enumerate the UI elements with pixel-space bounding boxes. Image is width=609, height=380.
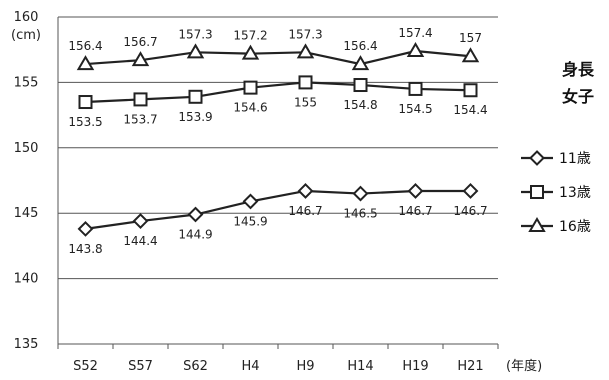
x-tick-label: H4 bbox=[241, 359, 259, 374]
data-point-triangle bbox=[351, 55, 370, 71]
data-point-square bbox=[463, 83, 478, 98]
data-label: 157.3 bbox=[288, 27, 322, 41]
x-tick-label: H14 bbox=[347, 359, 373, 374]
data-label: 154.5 bbox=[398, 102, 432, 116]
data-label: 157.2 bbox=[233, 29, 267, 43]
data-point-square bbox=[188, 89, 203, 104]
legend-label: 13歳 bbox=[559, 185, 591, 201]
x-tick-label: S62 bbox=[183, 359, 208, 374]
y-tick-label: 160 bbox=[14, 10, 39, 25]
data-label: 156.4 bbox=[343, 39, 377, 53]
y-axis-unit-label: (cm) bbox=[11, 28, 41, 43]
legend-marker-square bbox=[530, 185, 544, 199]
x-tick-label: H9 bbox=[296, 359, 314, 374]
data-point-triangle bbox=[296, 43, 315, 59]
data-point-diamond bbox=[407, 183, 424, 199]
x-tick-label: H19 bbox=[402, 359, 428, 374]
data-point-square bbox=[408, 81, 423, 96]
data-point-triangle bbox=[406, 42, 425, 58]
x-axis-unit-label: (年度) bbox=[506, 358, 542, 374]
series-triangle bbox=[76, 42, 480, 71]
series-square bbox=[78, 75, 478, 110]
data-label: 153.5 bbox=[68, 115, 102, 129]
legend-marker-triangle bbox=[528, 217, 546, 232]
data-label: 143.8 bbox=[68, 242, 102, 256]
data-point-triangle bbox=[76, 55, 95, 71]
x-tick-label: H21 bbox=[457, 359, 483, 374]
y-tick-label: 135 bbox=[14, 337, 39, 352]
x-tick-label: S52 bbox=[73, 359, 98, 374]
series-group bbox=[76, 42, 480, 237]
grid-lines bbox=[58, 16, 498, 345]
data-point-triangle bbox=[241, 44, 260, 60]
data-point-diamond bbox=[77, 220, 94, 237]
data-label: 157.3 bbox=[178, 27, 212, 41]
y-tick-label: 155 bbox=[14, 75, 39, 90]
data-label: 144.4 bbox=[123, 234, 157, 248]
data-label: 154.4 bbox=[453, 103, 487, 117]
data-point-square bbox=[298, 75, 313, 90]
data-label: 155 bbox=[294, 95, 317, 109]
data-point-triangle bbox=[186, 43, 205, 59]
data-label: 153.9 bbox=[178, 110, 212, 124]
legend-title-line: 女子 bbox=[562, 87, 594, 106]
data-label: 157.4 bbox=[398, 26, 432, 40]
data-point-diamond bbox=[242, 193, 259, 210]
legend-label: 11歳 bbox=[559, 151, 591, 167]
data-point-diamond bbox=[352, 185, 369, 202]
data-point-diamond bbox=[297, 183, 314, 199]
data-label: 153.7 bbox=[123, 112, 157, 126]
data-label: 157 bbox=[459, 31, 482, 45]
legend-title-line: 身長 bbox=[562, 60, 595, 79]
axes: 135 140 145 150 155 160 (cm) S52 S57 S62 H4 H9 H14 H1… bbox=[11, 10, 542, 374]
data-point-triangle bbox=[131, 51, 150, 67]
data-point-diamond bbox=[462, 183, 479, 199]
legend-marker-diamond bbox=[529, 150, 545, 166]
data-point-diamond bbox=[132, 213, 149, 229]
data-label: 144.9 bbox=[178, 228, 212, 242]
data-label: 156.7 bbox=[123, 35, 157, 49]
data-labels: 143.8 144.4 144.9 145.9 146.7 146.5 146.7 146.7… bbox=[68, 26, 487, 256]
data-label: 146.5 bbox=[343, 207, 377, 221]
series-line-square bbox=[85, 81, 471, 104]
data-label: 146.7 bbox=[453, 204, 487, 218]
data-label: 146.7 bbox=[288, 204, 322, 218]
y-tick-label: 140 bbox=[14, 272, 39, 287]
x-tick-label: S57 bbox=[128, 359, 153, 374]
data-point-square bbox=[353, 78, 368, 93]
data-point-square bbox=[78, 95, 93, 110]
data-point-diamond bbox=[187, 206, 204, 223]
data-label: 146.7 bbox=[398, 204, 432, 218]
data-label: 154.6 bbox=[233, 101, 267, 115]
data-label: 156.4 bbox=[68, 39, 102, 53]
data-point-square bbox=[133, 92, 148, 107]
series-line-diamond bbox=[85, 189, 471, 230]
y-tick-label: 145 bbox=[14, 206, 39, 221]
series-diamond bbox=[77, 183, 479, 237]
series-line-triangle bbox=[85, 49, 471, 66]
data-label: 145.9 bbox=[233, 214, 267, 228]
data-point-square bbox=[243, 80, 258, 95]
data-label: 154.8 bbox=[343, 98, 377, 112]
legend-label: 16歳 bbox=[559, 219, 591, 235]
data-point-triangle bbox=[461, 47, 480, 63]
y-tick-label: 150 bbox=[14, 141, 39, 156]
